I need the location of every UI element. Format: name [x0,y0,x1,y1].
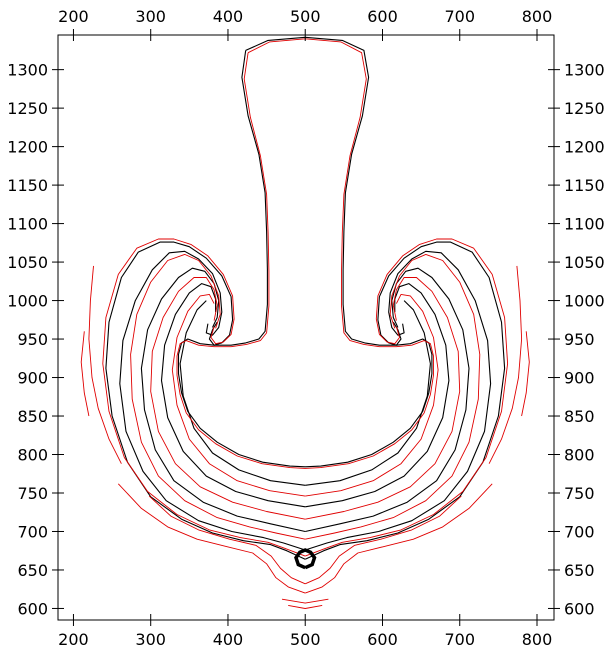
contour-line-red-10 [305,483,493,594]
y-tick-label-left: 1250 [7,99,48,118]
y-tick-label-right: 1200 [564,138,605,157]
y-tick-label-right: 650 [564,561,595,580]
plot-area [57,34,555,621]
x-tick-label-bottom: 600 [367,630,398,649]
y-tick-label-right: 600 [564,599,595,618]
contour-line-red-6 [305,277,461,520]
x-tick-label-top: 500 [290,7,321,26]
contour-line-red-13 [288,604,323,609]
contour-line-red-14 [281,598,329,604]
x-tick-label-bottom: 500 [290,630,321,649]
axes: 200 200 300 300 400 400 500 500 600 600 700 700 800 8… [7,7,604,649]
contour-line-red-0 [176,38,434,469]
contour-line-red-1 [102,238,306,557]
x-tick-label-top: 400 [213,7,244,26]
y-tick-label-left: 750 [17,484,48,503]
contour-line-black-2 [105,241,306,560]
y-tick-label-left: 900 [17,369,48,388]
y-tick-label-left: 1000 [7,292,48,311]
contour-line-red-3 [130,253,306,540]
y-tick-label-right: 950 [564,330,595,349]
y-tick-label-left: 700 [17,522,48,541]
contour-line-red-11 [148,495,306,585]
y-tick-label-left: 1300 [7,61,48,80]
x-tick-label-top: 700 [444,7,475,26]
x-tick-label-bottom: 700 [444,630,475,649]
y-tick-label-left: 600 [17,599,48,618]
y-tick-label-right: 1050 [564,253,605,272]
contour-line-black-5 [305,250,492,551]
contour-line-black-6 [140,267,306,533]
x-tick-label-top: 300 [135,7,166,26]
y-tick-label-right: 1250 [564,99,605,118]
y-tick-label-right: 700 [564,522,595,541]
contour-line-black-3 [304,241,506,560]
contour-line-red-7 [171,293,306,497]
plot-frame [57,34,555,621]
contour-line-red-5 [150,277,306,520]
x-tick-label-bottom: 300 [135,630,166,649]
contour-lines [80,36,530,609]
y-tick-label-left: 950 [17,330,48,349]
x-tick-label-bottom: 800 [522,630,553,649]
x-tick-label-top: 600 [367,7,398,26]
contour-line-red-8 [305,293,439,497]
y-tick-label-left: 850 [17,407,48,426]
x-tick-label-top: 800 [522,7,553,26]
contour-line-black-8 [160,283,306,508]
y-tick-label-right: 1000 [564,292,605,311]
y-tick-label-right: 1100 [564,215,605,234]
y-tick-label-left: 800 [17,446,48,465]
contour-line-black-4 [119,250,306,551]
contour-line-black-10 [179,300,306,486]
y-tick-label-right: 1300 [564,61,605,80]
y-tick-label-left: 650 [17,561,48,580]
contour-line-red-4 [305,253,481,540]
y-tick-label-left: 1200 [7,138,48,157]
contour-line-red-18 [521,331,530,417]
y-tick-label-left: 1050 [7,253,48,272]
y-tick-label-left: 1150 [7,176,48,195]
contour-line-red-16 [488,265,523,464]
contour-line-black-11 [305,300,431,486]
contour-line-red-17 [80,331,90,417]
y-tick-label-right: 900 [564,369,595,388]
y-tick-label-right: 1150 [564,176,605,195]
y-tick-label-right: 800 [564,446,595,465]
contour-line-red-15 [88,265,122,464]
contour-line-red-12 [305,495,462,585]
y-tick-label-right: 850 [564,407,595,426]
contour-line-red-2 [305,238,509,557]
contour-line-black-7 [305,267,470,533]
contour-line-black-0 [177,36,433,468]
x-tick-label-bottom: 400 [213,630,244,649]
contour-line-black-9 [305,283,450,508]
contour-line-thick-tip [294,548,317,570]
x-tick-label-bottom: 200 [58,630,89,649]
contour-line-red-9 [117,483,306,594]
y-tick-label-right: 750 [564,484,595,503]
x-tick-label-top: 200 [58,7,89,26]
y-tick-label-left: 1100 [7,215,48,234]
